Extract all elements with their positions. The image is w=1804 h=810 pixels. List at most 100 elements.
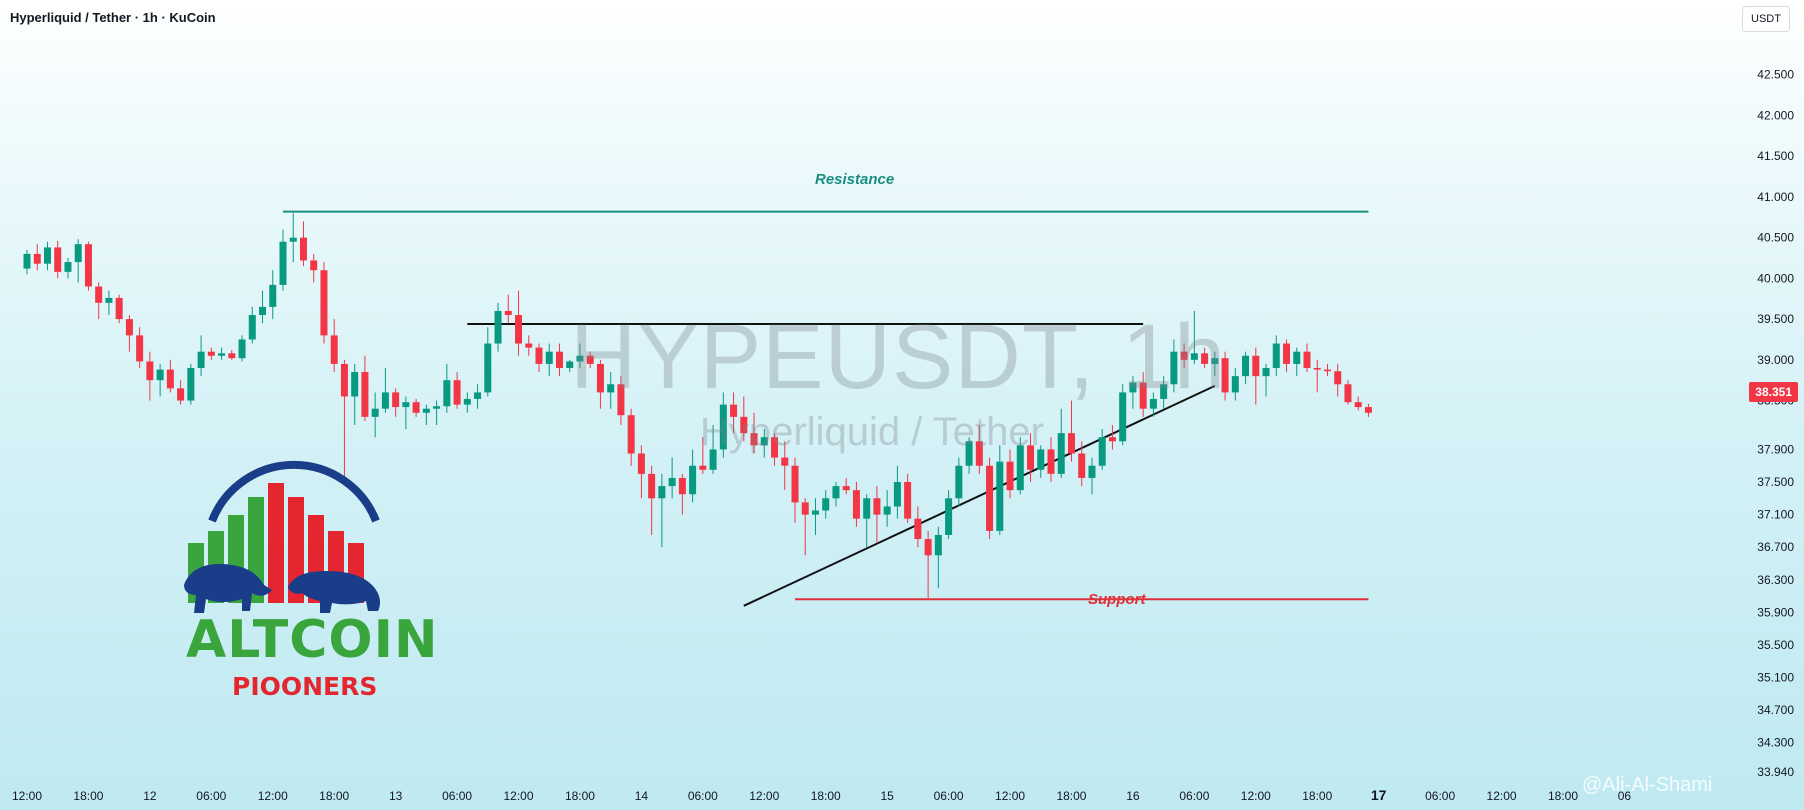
candle bbox=[596, 359, 604, 409]
candle bbox=[1149, 392, 1157, 417]
y-tick-label: 37.500 bbox=[1757, 475, 1794, 489]
candle bbox=[269, 270, 277, 320]
y-tick-label: 35.100 bbox=[1757, 671, 1794, 685]
candle-body bbox=[279, 241, 287, 285]
candle bbox=[945, 490, 953, 540]
x-tick-label: 13 bbox=[389, 789, 403, 803]
candle bbox=[719, 392, 727, 458]
candle-body bbox=[873, 498, 881, 515]
candle bbox=[453, 372, 461, 409]
ascending-trendline-line[interactable] bbox=[743, 384, 1216, 607]
candle bbox=[555, 343, 563, 377]
candle bbox=[299, 221, 307, 267]
candle bbox=[330, 319, 338, 373]
candle bbox=[1170, 339, 1178, 393]
candle-body bbox=[811, 510, 819, 515]
candle-body bbox=[453, 380, 461, 405]
candle-body bbox=[934, 534, 942, 556]
candle bbox=[197, 335, 205, 377]
candle bbox=[607, 372, 615, 409]
candle-body bbox=[248, 315, 256, 340]
candle-body bbox=[371, 408, 379, 417]
candle-body bbox=[1098, 437, 1106, 466]
candle-body bbox=[986, 465, 994, 531]
candle-body bbox=[361, 372, 369, 417]
candle-body bbox=[586, 355, 594, 364]
candle-body bbox=[658, 486, 666, 499]
currency-unit-button[interactable]: USDT bbox=[1742, 6, 1790, 32]
candle bbox=[115, 294, 123, 324]
candle bbox=[525, 335, 533, 356]
candle bbox=[883, 490, 891, 527]
candle-body bbox=[125, 319, 133, 336]
candle-body bbox=[166, 369, 174, 389]
candle-body bbox=[310, 260, 318, 271]
candle bbox=[760, 429, 768, 458]
candle bbox=[218, 347, 226, 360]
x-tick-label: 06:00 bbox=[196, 789, 226, 803]
chart-title[interactable]: Hyperliquid / Tether · 1h · KuCoin bbox=[10, 10, 216, 25]
candle bbox=[914, 506, 922, 548]
candle-body bbox=[904, 482, 912, 519]
candle-body bbox=[801, 502, 809, 515]
candle bbox=[648, 465, 656, 535]
x-tick-label: 16 bbox=[1126, 789, 1140, 803]
candle bbox=[463, 392, 471, 413]
candle bbox=[637, 445, 645, 499]
candle-body bbox=[238, 339, 246, 359]
candle-body bbox=[596, 363, 604, 393]
candle-body bbox=[351, 372, 359, 397]
candle bbox=[576, 343, 584, 368]
x-tick-label: 12 bbox=[143, 789, 157, 803]
candle-body bbox=[607, 384, 615, 393]
candle bbox=[504, 294, 512, 324]
candle-body bbox=[1027, 445, 1035, 470]
candle-body bbox=[1190, 353, 1198, 360]
candle bbox=[934, 526, 942, 588]
candle-body bbox=[463, 398, 471, 405]
candle bbox=[187, 363, 195, 405]
candle-body bbox=[1016, 445, 1024, 491]
candle-body bbox=[1057, 433, 1065, 474]
candle bbox=[1037, 445, 1045, 478]
candle-body bbox=[443, 380, 451, 407]
candle-body bbox=[1088, 465, 1096, 478]
candle-body bbox=[914, 518, 922, 540]
y-tick-label: 36.700 bbox=[1757, 540, 1794, 554]
candle-body bbox=[402, 402, 410, 408]
candle bbox=[1027, 433, 1035, 483]
candle-body bbox=[1242, 355, 1250, 377]
logo-name: ALTCOIN bbox=[186, 610, 439, 670]
candle bbox=[1129, 376, 1137, 409]
candle-body bbox=[555, 351, 563, 368]
candle bbox=[709, 424, 717, 474]
candle bbox=[320, 262, 328, 344]
candle bbox=[443, 363, 451, 413]
candle-body bbox=[863, 498, 871, 519]
candle-body bbox=[484, 343, 492, 393]
candle-body bbox=[392, 392, 400, 408]
candle-body bbox=[84, 244, 92, 287]
candle-body bbox=[996, 461, 1004, 531]
candle bbox=[1201, 347, 1209, 368]
x-tick-label: 18:00 bbox=[319, 789, 349, 803]
y-tick-label: 40.500 bbox=[1757, 231, 1794, 245]
candle-body bbox=[791, 465, 799, 503]
candle bbox=[166, 359, 174, 393]
candle bbox=[515, 290, 523, 356]
candle-body bbox=[893, 482, 901, 507]
candle bbox=[689, 449, 697, 503]
candle-body bbox=[852, 490, 860, 519]
candle bbox=[1323, 363, 1331, 377]
candle-body bbox=[1129, 382, 1137, 393]
candle-body bbox=[699, 465, 707, 470]
x-tick-label: 12:00 bbox=[258, 789, 288, 803]
candle bbox=[1108, 424, 1116, 450]
candle-body bbox=[381, 392, 389, 409]
candle-body bbox=[637, 453, 645, 474]
candle-body bbox=[1364, 407, 1372, 413]
candle-body bbox=[33, 253, 41, 264]
candle bbox=[474, 384, 482, 409]
